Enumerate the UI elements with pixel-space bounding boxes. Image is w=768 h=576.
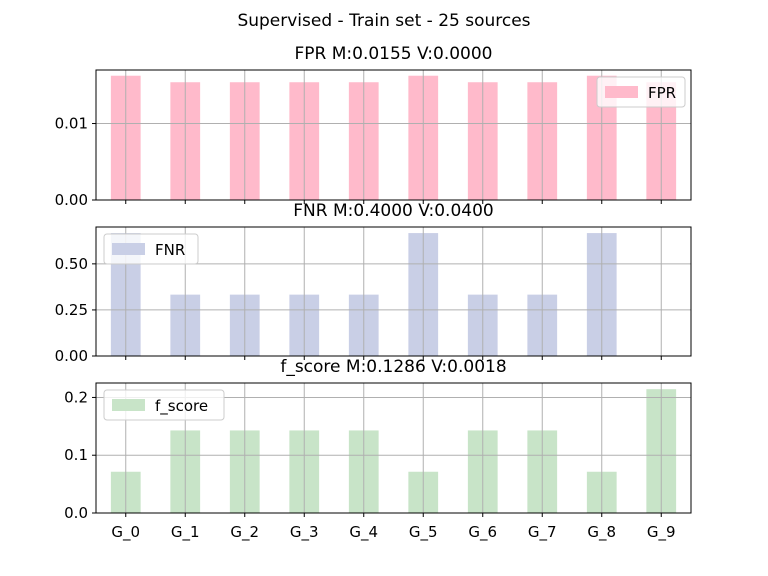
legend-swatch — [112, 399, 145, 411]
legend-label: f_score — [155, 397, 208, 416]
y-tick-label: 0.25 — [55, 301, 88, 319]
x-tick-label: G_9 — [647, 523, 676, 542]
y-tick-label: 0.01 — [55, 115, 88, 133]
panel-title: FPR M:0.0155 V:0.0000 — [295, 44, 493, 64]
x-tick-label: G_2 — [230, 523, 259, 542]
legend: f_score — [104, 390, 224, 420]
x-tick-label: G_5 — [409, 523, 438, 542]
legend: FPR — [597, 77, 685, 107]
x-tick-label: G_3 — [290, 523, 319, 542]
x-tick-label: G_0 — [111, 523, 140, 542]
legend-label: FNR — [155, 241, 185, 259]
y-tick-label: 0.2 — [64, 388, 88, 406]
y-tick-label: 0.00 — [55, 347, 88, 365]
legend-label: FPR — [648, 84, 676, 102]
figure-title: Supervised - Train set - 25 sources — [237, 11, 530, 31]
panel-title: f_score M:0.1286 V:0.0018 — [280, 357, 506, 377]
y-tick-label: 0.00 — [55, 191, 88, 209]
x-tick-label: G_8 — [587, 523, 616, 542]
y-tick-label: 0.0 — [64, 504, 88, 522]
x-tick-label: G_6 — [468, 523, 497, 542]
legend-swatch — [112, 243, 145, 255]
legend: FNR — [104, 234, 198, 264]
legend-swatch — [605, 86, 638, 98]
x-tick-label: G_1 — [171, 523, 200, 542]
x-tick-label: G_4 — [349, 523, 378, 542]
panel-title: FNR M:0.4000 V:0.0400 — [293, 201, 493, 221]
y-tick-label: 0.1 — [64, 446, 88, 464]
x-tick-label: G_7 — [528, 523, 557, 542]
y-tick-label: 0.50 — [55, 255, 88, 273]
